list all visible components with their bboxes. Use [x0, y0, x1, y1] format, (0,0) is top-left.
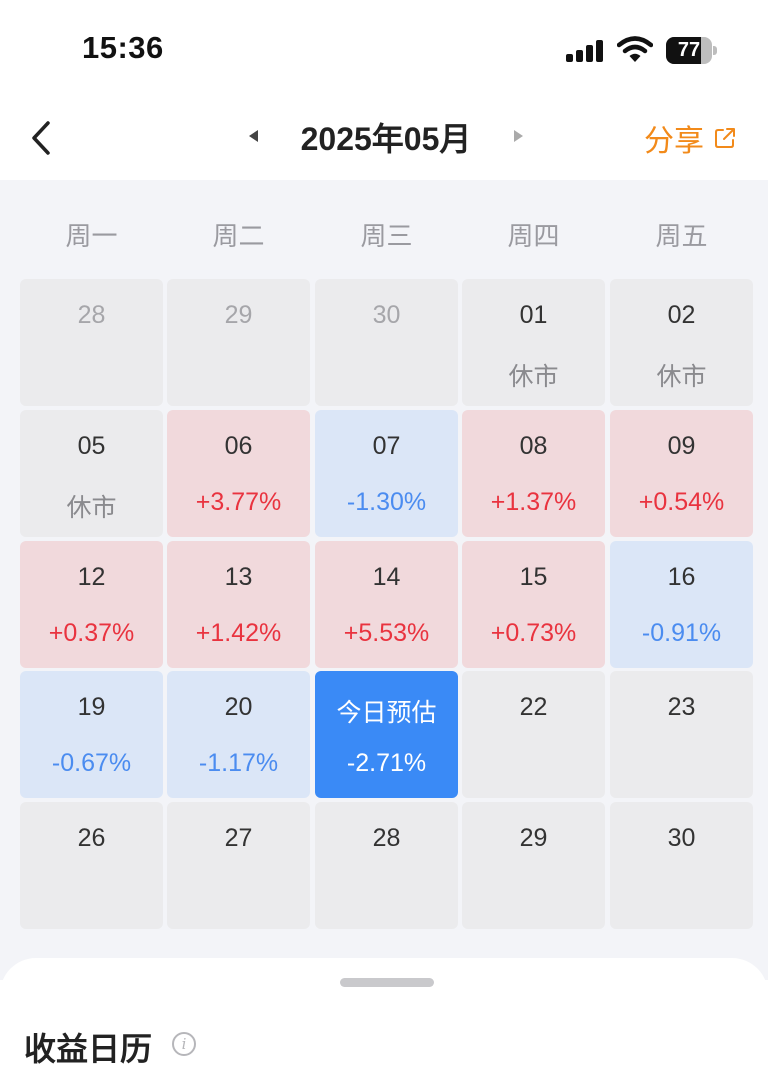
cell-day: 09 — [667, 432, 696, 460]
calendar-cell[interactable]: 28 — [315, 802, 458, 929]
cell-return: -1.17% — [198, 749, 279, 777]
cell-return: -0.91% — [641, 619, 722, 647]
cell-day: 01 — [519, 301, 548, 329]
cell-day: 29 — [519, 824, 548, 852]
weekday-fri: 周五 — [655, 221, 708, 251]
cell-return: +0.37% — [48, 619, 135, 647]
cell-return: +1.42% — [195, 619, 282, 647]
calendar-cell[interactable]: 13 +1.42% — [167, 541, 310, 668]
calendar-cell[interactable]: 06 +3.77% — [167, 410, 310, 537]
cell-day: 30 — [372, 301, 401, 329]
cell-day: 06 — [224, 432, 253, 460]
cell-day: 28 — [77, 301, 106, 329]
calendar-cell[interactable]: 29 — [167, 279, 310, 406]
cell-day: 26 — [77, 824, 106, 852]
calendar-cell[interactable]: 09 +0.54% — [610, 410, 753, 537]
next-month-icon[interactable] — [514, 130, 523, 142]
share-icon — [715, 128, 735, 148]
cell-return: +1.37% — [490, 488, 577, 516]
cell-return: +3.77% — [195, 488, 282, 516]
wifi-icon — [617, 36, 653, 62]
cell-closed-label: 休市 — [508, 363, 559, 391]
status-bar: 15:36 77 — [0, 0, 768, 100]
share-label: 分享 — [644, 125, 704, 158]
cell-return: -1.30% — [346, 488, 427, 516]
calendar-cell[interactable]: 01 休市 — [462, 279, 605, 406]
cell-day: 30 — [667, 824, 696, 852]
sheet-drag-handle[interactable] — [340, 978, 434, 987]
cell-day: 12 — [77, 563, 106, 591]
calendar-cell[interactable]: 16 -0.91% — [610, 541, 753, 668]
cell-closed-label: 休市 — [656, 363, 707, 391]
calendar-cell[interactable]: 22 — [462, 671, 605, 798]
cell-day: 05 — [77, 432, 106, 460]
battery-level: 77 — [677, 39, 701, 61]
share-button[interactable]: 分享 — [644, 118, 736, 158]
sheet-title: 收益日历 — [24, 1031, 153, 1067]
cell-day: 08 — [519, 432, 548, 460]
calendar-cell[interactable]: 27 — [167, 802, 310, 929]
calendar-cell[interactable]: 23 — [610, 671, 753, 798]
cell-day: 27 — [224, 824, 253, 852]
calendar-cell[interactable]: 29 — [462, 802, 605, 929]
prev-month-icon[interactable] — [249, 130, 258, 142]
cell-day: 19 — [77, 693, 106, 721]
cell-return: -0.67% — [51, 749, 132, 777]
status-time: 15:36 — [82, 30, 164, 65]
calendar-cell[interactable]: 26 — [20, 802, 163, 929]
info-icon[interactable]: i — [172, 1032, 196, 1056]
cell-day: 22 — [519, 693, 548, 721]
calendar-cell[interactable]: 08 +1.37% — [462, 410, 605, 537]
cell-day: 20 — [224, 693, 253, 721]
calendar: 周一 周二 周三 周四 周五 28 29 30 01 休市 02 休市 05 休市 06 +3.77… — [0, 180, 768, 980]
calendar-cell[interactable]: 30 — [610, 802, 753, 929]
calendar-cell-today[interactable]: 今日预估 -2.71% — [315, 671, 458, 798]
calendar-cell[interactable]: 30 — [315, 279, 458, 406]
nav-bar: 2025年05月 分享 — [0, 100, 768, 180]
cell-day: 15 — [519, 563, 548, 591]
cell-return: -2.71% — [346, 749, 427, 777]
cell-day: 16 — [667, 563, 696, 591]
calendar-cell[interactable]: 12 +0.37% — [20, 541, 163, 668]
calendar-cell[interactable]: 19 -0.67% — [20, 671, 163, 798]
calendar-cell[interactable]: 28 — [20, 279, 163, 406]
cell-day: 02 — [667, 301, 696, 329]
cell-closed-label: 休市 — [66, 494, 117, 522]
cell-return: +5.53% — [343, 619, 430, 647]
battery-icon: 77 — [666, 37, 718, 64]
calendar-cell[interactable]: 15 +0.73% — [462, 541, 605, 668]
cell-day: 14 — [372, 563, 401, 591]
cellular-signal-icon — [566, 40, 606, 62]
weekday-mon: 周一 — [65, 221, 118, 251]
back-icon[interactable] — [26, 118, 56, 158]
cell-day: 13 — [224, 563, 253, 591]
cell-day: 今日预估 — [336, 699, 437, 727]
cell-day: 23 — [667, 693, 696, 721]
weekday-wed: 周三 — [360, 221, 413, 251]
calendar-cell[interactable]: 14 +5.53% — [315, 541, 458, 668]
calendar-cell[interactable]: 07 -1.30% — [315, 410, 458, 537]
cell-day: 29 — [224, 301, 253, 329]
weekday-tue: 周二 — [212, 221, 265, 251]
cell-return: +0.54% — [638, 488, 725, 516]
calendar-cell[interactable]: 20 -1.17% — [167, 671, 310, 798]
cell-day: 28 — [372, 824, 401, 852]
cell-day: 07 — [372, 432, 401, 460]
calendar-cell[interactable]: 05 休市 — [20, 410, 163, 537]
month-title: 2025年05月 — [300, 121, 472, 157]
bottom-sheet: 收益日历 i — [0, 958, 768, 1078]
cell-return: +0.73% — [490, 619, 577, 647]
weekday-thu: 周四 — [507, 221, 560, 251]
calendar-cell[interactable]: 02 休市 — [610, 279, 753, 406]
